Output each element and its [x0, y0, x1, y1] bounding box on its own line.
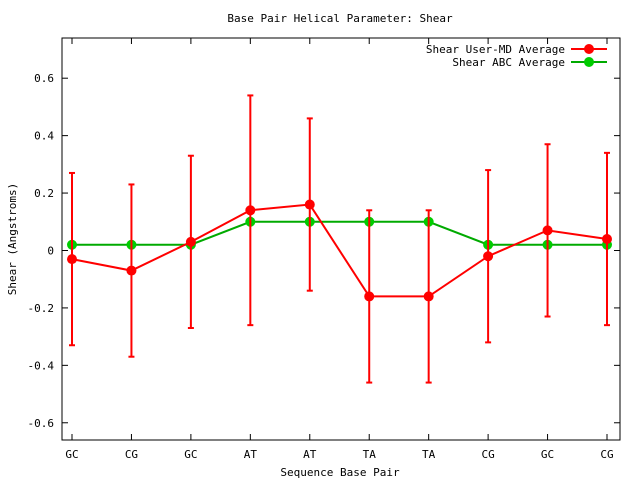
data-point — [364, 291, 375, 302]
x-tick-label: CG — [600, 448, 613, 461]
series-line — [72, 220, 607, 246]
x-tick-label: CG — [481, 448, 494, 461]
y-tick-label: 0.6 — [34, 72, 54, 85]
series-line — [71, 203, 608, 298]
series-abc — [67, 216, 612, 250]
plot-frame — [61, 37, 621, 441]
data-point — [245, 205, 256, 216]
x-tick-label: CG — [125, 448, 138, 461]
data-point — [126, 265, 137, 276]
legend-marker — [584, 44, 594, 54]
x-tick-label: AT — [303, 448, 317, 461]
y-tick-label: -0.4 — [28, 359, 55, 372]
y-tick-label: 0 — [47, 244, 54, 257]
x-tick-label: GC — [65, 448, 78, 461]
x-tick-label: GC — [184, 448, 197, 461]
series-user-md — [67, 94, 612, 384]
x-tick-label: GC — [541, 448, 554, 461]
data-point — [542, 225, 553, 236]
x-tick-label: TA — [363, 448, 377, 461]
data-point — [423, 291, 434, 302]
data-point — [483, 251, 494, 262]
chart-title: Base Pair Helical Parameter: Shear — [227, 12, 453, 25]
data-point — [304, 199, 315, 210]
data-point — [67, 254, 77, 265]
x-axis: GC CG GC AT AT TA TA CG GC CG — [65, 38, 614, 461]
legend-label: Shear User-MD Average — [426, 43, 565, 56]
series-layer — [67, 94, 612, 384]
y-axis-label: Shear (Angstroms) — [6, 183, 19, 296]
y-tick-label: -0.2 — [28, 302, 55, 315]
y-tick-label: -0.6 — [28, 417, 55, 430]
data-point — [185, 236, 196, 247]
data-point — [602, 234, 612, 244]
y-tick-label: 0.4 — [34, 130, 54, 143]
y-axis: -0.6 -0.4 -0.2 0 0.2 0.4 0.6 — [28, 72, 620, 430]
x-tick-label: AT — [244, 448, 258, 461]
legend-marker — [584, 57, 594, 67]
x-axis-label: Sequence Base Pair — [280, 466, 400, 479]
y-tick-label: 0.2 — [34, 187, 54, 200]
x-tick-label: TA — [422, 448, 436, 461]
legend-label: Shear ABC Average — [452, 56, 565, 69]
